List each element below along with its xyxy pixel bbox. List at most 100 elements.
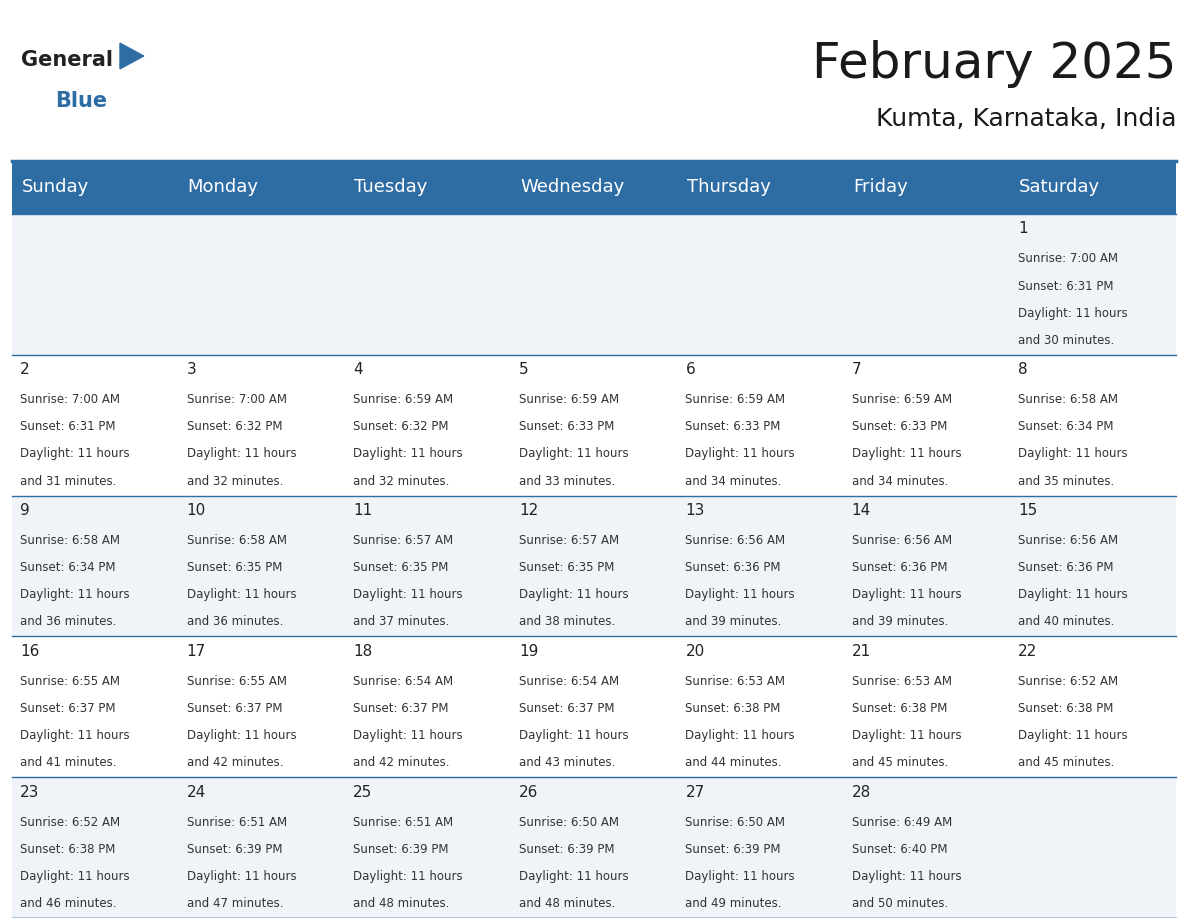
Text: and 33 minutes.: and 33 minutes. [519, 475, 615, 487]
Text: Sunrise: 6:59 AM: Sunrise: 6:59 AM [519, 393, 619, 407]
Text: 16: 16 [20, 644, 39, 659]
Text: Daylight: 11 hours: Daylight: 11 hours [1018, 729, 1127, 742]
Text: Daylight: 11 hours: Daylight: 11 hours [1018, 588, 1127, 601]
Text: Sunrise: 6:52 AM: Sunrise: 6:52 AM [1018, 675, 1118, 688]
Text: 22: 22 [1018, 644, 1037, 659]
Text: Daylight: 11 hours: Daylight: 11 hours [187, 588, 296, 601]
Text: Daylight: 11 hours: Daylight: 11 hours [685, 447, 795, 461]
Text: 1: 1 [1018, 221, 1028, 236]
Text: 4: 4 [353, 362, 362, 377]
Text: Saturday: Saturday [1019, 178, 1100, 196]
Bar [12, 778, 1176, 918]
Text: 27: 27 [685, 785, 704, 800]
Bar [12, 354, 1176, 496]
Text: Sunrise: 6:57 AM: Sunrise: 6:57 AM [353, 534, 453, 547]
Text: Sunset: 6:35 PM: Sunset: 6:35 PM [187, 561, 282, 574]
Text: Sunrise: 6:53 AM: Sunrise: 6:53 AM [852, 675, 952, 688]
Text: Daylight: 11 hours: Daylight: 11 hours [852, 588, 961, 601]
Text: Daylight: 11 hours: Daylight: 11 hours [353, 870, 462, 883]
Text: Daylight: 11 hours: Daylight: 11 hours [353, 729, 462, 742]
Text: and 32 minutes.: and 32 minutes. [187, 475, 283, 487]
Text: 23: 23 [20, 785, 39, 800]
Text: Sunrise: 6:52 AM: Sunrise: 6:52 AM [20, 816, 120, 829]
Text: and 43 minutes.: and 43 minutes. [519, 756, 615, 769]
Text: 14: 14 [852, 503, 871, 518]
Text: Daylight: 11 hours: Daylight: 11 hours [852, 870, 961, 883]
Text: Daylight: 11 hours: Daylight: 11 hours [187, 870, 296, 883]
Text: Sunrise: 6:54 AM: Sunrise: 6:54 AM [353, 675, 453, 688]
Bar [12, 161, 1176, 214]
Text: Sunset: 6:38 PM: Sunset: 6:38 PM [20, 843, 115, 856]
Text: Sunset: 6:35 PM: Sunset: 6:35 PM [519, 561, 614, 574]
Text: Sunset: 6:39 PM: Sunset: 6:39 PM [519, 843, 614, 856]
Text: and 45 minutes.: and 45 minutes. [852, 756, 948, 769]
Text: Sunrise: 6:54 AM: Sunrise: 6:54 AM [519, 675, 619, 688]
Text: 25: 25 [353, 785, 372, 800]
Text: and 46 minutes.: and 46 minutes. [20, 897, 116, 910]
Text: Sunset: 6:34 PM: Sunset: 6:34 PM [1018, 420, 1113, 433]
Text: Sunset: 6:33 PM: Sunset: 6:33 PM [519, 420, 614, 433]
Text: Sunday: Sunday [21, 178, 89, 196]
Text: and 44 minutes.: and 44 minutes. [685, 756, 782, 769]
Text: 9: 9 [20, 503, 30, 518]
Text: Sunset: 6:33 PM: Sunset: 6:33 PM [852, 420, 947, 433]
Text: and 38 minutes.: and 38 minutes. [519, 615, 615, 628]
Text: Sunset: 6:37 PM: Sunset: 6:37 PM [353, 702, 448, 715]
Text: 13: 13 [685, 503, 704, 518]
Text: Daylight: 11 hours: Daylight: 11 hours [519, 588, 628, 601]
Text: General: General [21, 50, 113, 70]
Text: and 45 minutes.: and 45 minutes. [1018, 756, 1114, 769]
Text: and 40 minutes.: and 40 minutes. [1018, 615, 1114, 628]
Text: and 39 minutes.: and 39 minutes. [685, 615, 782, 628]
Text: 21: 21 [852, 644, 871, 659]
Text: Sunrise: 6:50 AM: Sunrise: 6:50 AM [685, 816, 785, 829]
Text: Tuesday: Tuesday [354, 178, 428, 196]
Text: Daylight: 11 hours: Daylight: 11 hours [353, 588, 462, 601]
Text: Sunset: 6:39 PM: Sunset: 6:39 PM [353, 843, 448, 856]
Text: Sunrise: 6:56 AM: Sunrise: 6:56 AM [1018, 534, 1118, 547]
Text: Sunset: 6:32 PM: Sunset: 6:32 PM [187, 420, 282, 433]
Text: Sunset: 6:36 PM: Sunset: 6:36 PM [852, 561, 947, 574]
Text: and 50 minutes.: and 50 minutes. [852, 897, 948, 910]
Text: Daylight: 11 hours: Daylight: 11 hours [187, 447, 296, 461]
Text: Sunset: 6:39 PM: Sunset: 6:39 PM [187, 843, 282, 856]
Bar [12, 496, 1176, 636]
Text: Sunrise: 6:58 AM: Sunrise: 6:58 AM [20, 534, 120, 547]
Text: and 31 minutes.: and 31 minutes. [20, 475, 116, 487]
Text: Sunset: 6:37 PM: Sunset: 6:37 PM [187, 702, 282, 715]
Polygon shape [120, 43, 144, 69]
Text: and 47 minutes.: and 47 minutes. [187, 897, 283, 910]
Text: Daylight: 11 hours: Daylight: 11 hours [685, 588, 795, 601]
Text: Sunset: 6:31 PM: Sunset: 6:31 PM [1018, 279, 1113, 293]
Text: and 30 minutes.: and 30 minutes. [1018, 334, 1114, 347]
Text: Daylight: 11 hours: Daylight: 11 hours [685, 729, 795, 742]
Text: 24: 24 [187, 785, 206, 800]
Text: 12: 12 [519, 503, 538, 518]
Text: February 2025: February 2025 [811, 40, 1176, 88]
Text: Sunrise: 6:53 AM: Sunrise: 6:53 AM [685, 675, 785, 688]
Text: and 41 minutes.: and 41 minutes. [20, 756, 116, 769]
Text: 28: 28 [852, 785, 871, 800]
Text: and 42 minutes.: and 42 minutes. [353, 756, 449, 769]
Text: Sunrise: 6:59 AM: Sunrise: 6:59 AM [852, 393, 952, 407]
Text: Thursday: Thursday [687, 178, 771, 196]
Text: 10: 10 [187, 503, 206, 518]
Text: Sunset: 6:35 PM: Sunset: 6:35 PM [353, 561, 448, 574]
Text: and 39 minutes.: and 39 minutes. [852, 615, 948, 628]
Text: Daylight: 11 hours: Daylight: 11 hours [1018, 307, 1127, 319]
Text: Sunset: 6:32 PM: Sunset: 6:32 PM [353, 420, 448, 433]
Text: Sunset: 6:40 PM: Sunset: 6:40 PM [852, 843, 947, 856]
Text: and 36 minutes.: and 36 minutes. [20, 615, 116, 628]
Text: and 35 minutes.: and 35 minutes. [1018, 475, 1114, 487]
Text: Sunrise: 6:57 AM: Sunrise: 6:57 AM [519, 534, 619, 547]
Text: Daylight: 11 hours: Daylight: 11 hours [852, 447, 961, 461]
Text: Daylight: 11 hours: Daylight: 11 hours [519, 729, 628, 742]
Text: Sunset: 6:36 PM: Sunset: 6:36 PM [1018, 561, 1113, 574]
Text: 15: 15 [1018, 503, 1037, 518]
Text: and 34 minutes.: and 34 minutes. [685, 475, 782, 487]
Text: Sunset: 6:38 PM: Sunset: 6:38 PM [852, 702, 947, 715]
Text: 8: 8 [1018, 362, 1028, 377]
Text: Sunset: 6:37 PM: Sunset: 6:37 PM [519, 702, 614, 715]
Text: and 48 minutes.: and 48 minutes. [353, 897, 449, 910]
Text: Sunrise: 6:55 AM: Sunrise: 6:55 AM [20, 675, 120, 688]
